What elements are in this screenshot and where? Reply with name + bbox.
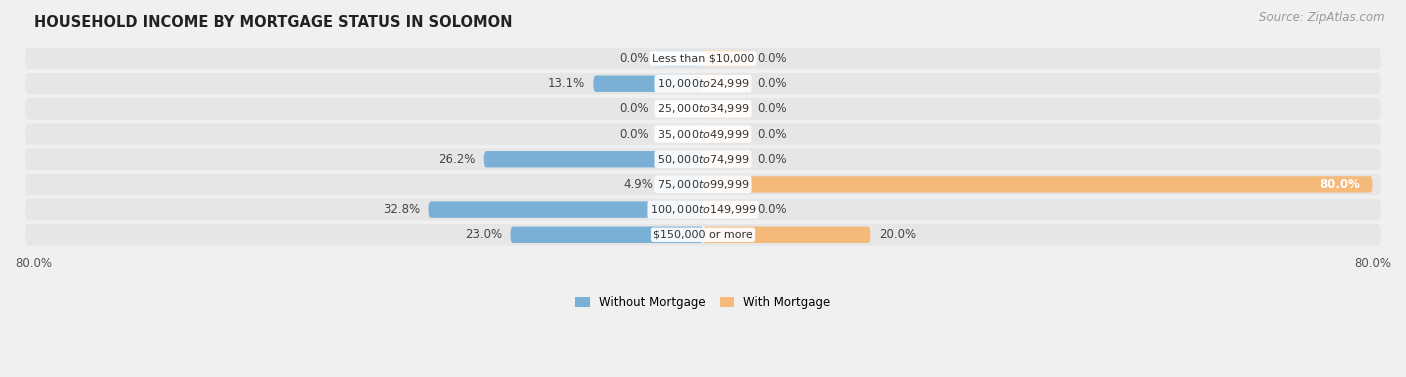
FancyBboxPatch shape [703,201,749,218]
Text: $100,000 to $149,999: $100,000 to $149,999 [650,203,756,216]
Text: 20.0%: 20.0% [879,228,915,241]
Text: $10,000 to $24,999: $10,000 to $24,999 [657,77,749,90]
Text: $50,000 to $74,999: $50,000 to $74,999 [657,153,749,166]
FancyBboxPatch shape [25,199,1381,220]
Text: 0.0%: 0.0% [619,127,648,141]
Text: $35,000 to $49,999: $35,000 to $49,999 [657,127,749,141]
FancyBboxPatch shape [25,98,1381,120]
FancyBboxPatch shape [25,73,1381,94]
FancyBboxPatch shape [429,201,703,218]
FancyBboxPatch shape [662,176,703,193]
FancyBboxPatch shape [593,75,703,92]
Text: 26.2%: 26.2% [439,153,475,166]
Text: 0.0%: 0.0% [619,52,648,65]
FancyBboxPatch shape [703,51,749,67]
Text: 0.0%: 0.0% [758,203,787,216]
FancyBboxPatch shape [657,126,703,142]
FancyBboxPatch shape [703,176,1372,193]
Text: 0.0%: 0.0% [758,153,787,166]
Text: 4.9%: 4.9% [624,178,654,191]
Text: 13.1%: 13.1% [548,77,585,90]
Text: Source: ZipAtlas.com: Source: ZipAtlas.com [1260,11,1385,24]
FancyBboxPatch shape [703,151,749,167]
FancyBboxPatch shape [25,149,1381,170]
FancyBboxPatch shape [25,123,1381,145]
FancyBboxPatch shape [703,126,749,142]
FancyBboxPatch shape [703,101,749,117]
Text: 0.0%: 0.0% [758,103,787,115]
Text: $75,000 to $99,999: $75,000 to $99,999 [657,178,749,191]
Text: 0.0%: 0.0% [758,77,787,90]
Legend: Without Mortgage, With Mortgage: Without Mortgage, With Mortgage [571,292,835,314]
Text: 0.0%: 0.0% [619,103,648,115]
FancyBboxPatch shape [25,224,1381,245]
Text: 0.0%: 0.0% [758,52,787,65]
Text: 23.0%: 23.0% [465,228,502,241]
Text: 32.8%: 32.8% [382,203,420,216]
FancyBboxPatch shape [25,174,1381,195]
FancyBboxPatch shape [510,227,703,243]
Text: $150,000 or more: $150,000 or more [654,230,752,240]
Text: 80.0%: 80.0% [1319,178,1360,191]
FancyBboxPatch shape [703,227,870,243]
FancyBboxPatch shape [657,101,703,117]
FancyBboxPatch shape [657,51,703,67]
FancyBboxPatch shape [25,48,1381,69]
Text: HOUSEHOLD INCOME BY MORTGAGE STATUS IN SOLOMON: HOUSEHOLD INCOME BY MORTGAGE STATUS IN S… [34,15,512,30]
Text: $25,000 to $34,999: $25,000 to $34,999 [657,103,749,115]
FancyBboxPatch shape [484,151,703,167]
FancyBboxPatch shape [703,75,749,92]
Text: 0.0%: 0.0% [758,127,787,141]
Text: Less than $10,000: Less than $10,000 [652,54,754,63]
